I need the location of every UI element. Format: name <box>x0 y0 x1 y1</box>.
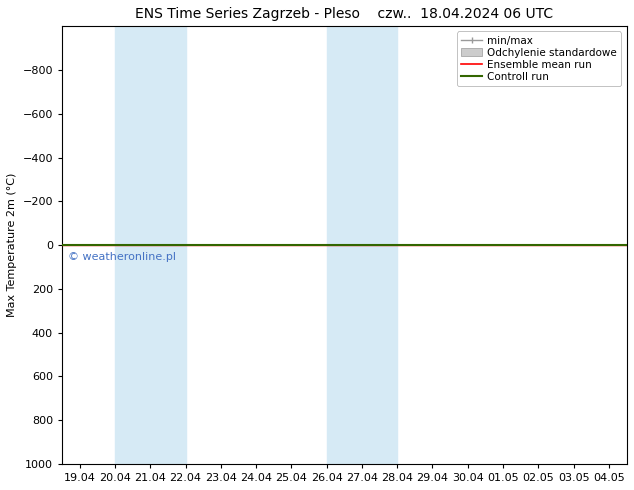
Title: ENS Time Series Zagrzeb - Pleso    czw..  18.04.2024 06 UTC: ENS Time Series Zagrzeb - Pleso czw.. 18… <box>135 7 553 21</box>
Text: © weatheronline.pl: © weatheronline.pl <box>68 252 176 262</box>
Bar <box>115 26 186 464</box>
Bar <box>327 26 398 464</box>
Y-axis label: Max Temperature 2m (°C): Max Temperature 2m (°C) <box>7 173 17 318</box>
Legend: min/max, Odchylenie standardowe, Ensemble mean run, Controll run: min/max, Odchylenie standardowe, Ensembl… <box>457 31 621 86</box>
